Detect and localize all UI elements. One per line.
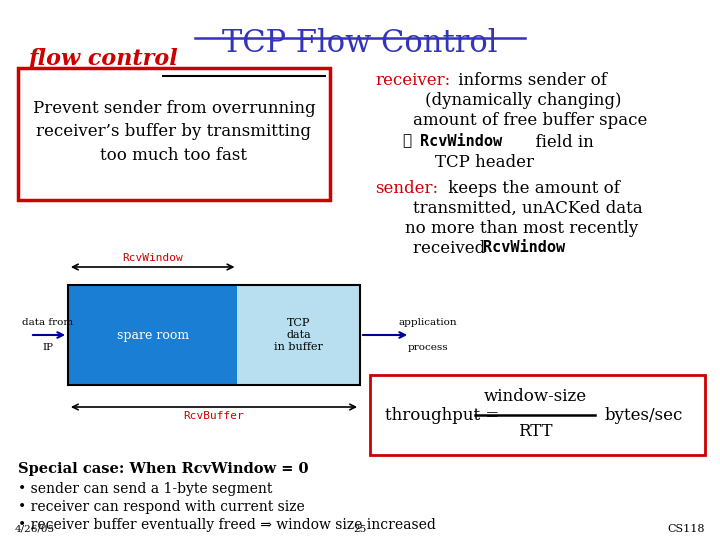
Text: IP: IP <box>42 343 53 352</box>
Text: RcvWindow: RcvWindow <box>483 240 565 255</box>
Text: keeps the amount of: keeps the amount of <box>443 180 620 197</box>
Text: flow control: flow control <box>28 48 178 70</box>
Text: CS118: CS118 <box>667 524 705 534</box>
Text: field in: field in <box>525 134 594 151</box>
Text: 4/26/05: 4/26/05 <box>15 525 55 534</box>
Text: ❖: ❖ <box>403 134 417 148</box>
Text: RcvWindow: RcvWindow <box>420 134 502 149</box>
Text: TCP
data
in buffer: TCP data in buffer <box>274 319 323 352</box>
Text: data from: data from <box>22 318 73 327</box>
Bar <box>238 285 360 385</box>
Text: no more than most recently: no more than most recently <box>405 220 638 237</box>
Text: throughput =: throughput = <box>385 407 505 423</box>
Text: sender:: sender: <box>375 180 438 197</box>
Text: transmitted, unACKed data: transmitted, unACKed data <box>413 200 643 217</box>
Text: (dynamically changing): (dynamically changing) <box>425 92 621 109</box>
Text: amount of free buffer space: amount of free buffer space <box>413 112 647 129</box>
Text: bytes/sec: bytes/sec <box>605 407 683 423</box>
Text: application: application <box>399 318 457 327</box>
Text: Prevent sender from overrunning
receiver’s buffer by transmitting
too much too f: Prevent sender from overrunning receiver… <box>32 100 315 164</box>
Text: 25: 25 <box>354 525 366 534</box>
Text: process: process <box>408 343 449 352</box>
Text: • receiver buffer eventually freed ⇒ window size increased: • receiver buffer eventually freed ⇒ win… <box>18 518 436 532</box>
Bar <box>68 285 360 385</box>
Text: RTT: RTT <box>518 423 552 440</box>
Text: spare room: spare room <box>117 328 189 341</box>
Text: window-size: window-size <box>483 388 587 405</box>
Text: • receiver can respond with current size: • receiver can respond with current size <box>18 500 305 514</box>
Bar <box>68 285 238 385</box>
Bar <box>18 68 330 200</box>
Text: TCP Flow Control: TCP Flow Control <box>222 28 498 59</box>
Text: informs sender of: informs sender of <box>453 72 607 89</box>
Text: RcvWindow: RcvWindow <box>122 253 183 263</box>
Text: TCP header: TCP header <box>435 154 534 171</box>
Text: Special case: When RcvWindow = 0: Special case: When RcvWindow = 0 <box>18 462 308 476</box>
Text: RcvBuffer: RcvBuffer <box>184 411 244 421</box>
Text: received: received <box>413 240 490 257</box>
Text: • sender can send a 1-byte segment: • sender can send a 1-byte segment <box>18 482 272 496</box>
Text: receiver:: receiver: <box>375 72 450 89</box>
Bar <box>370 375 705 455</box>
